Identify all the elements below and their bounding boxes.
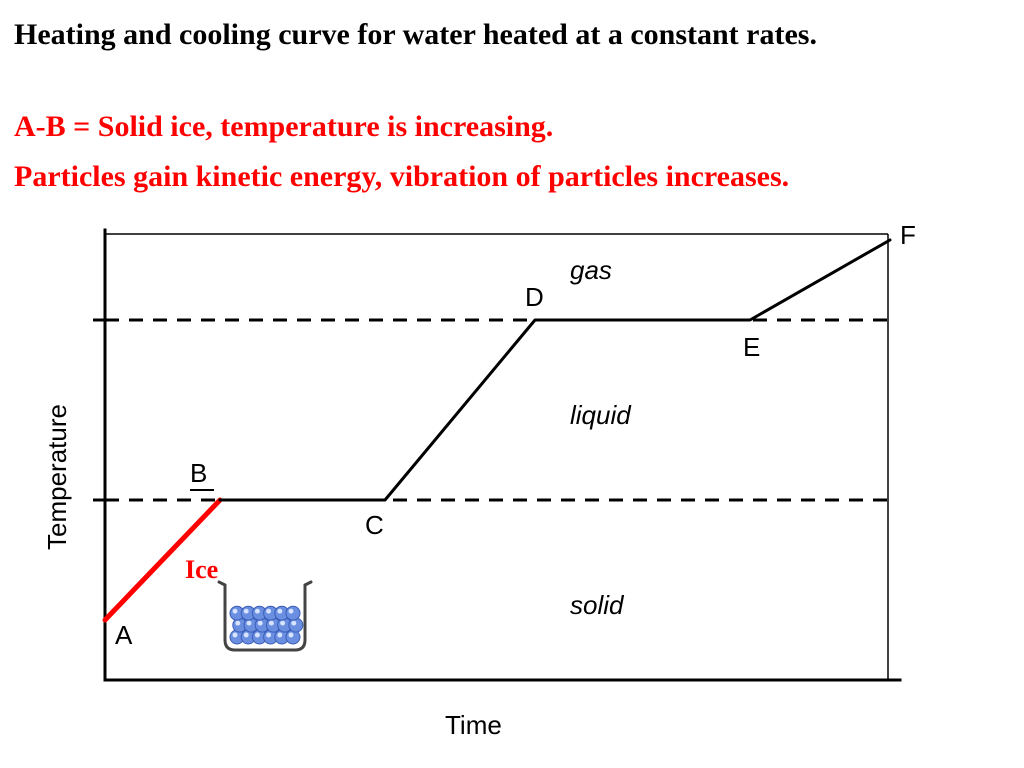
subtitle-line-2: Particles gain kinetic energy, vibration… [14,160,789,194]
page-title: Heating and cooling curve for water heat… [14,18,817,52]
page: Heating and cooling curve for water heat… [0,0,1024,768]
point-label-F: F [900,220,916,251]
phase-label-solid: solid [570,590,623,621]
point-label-C: C [365,510,384,541]
point-label-E: E [743,332,760,363]
x-axis-label: Time [445,710,502,741]
phase-label-liquid: liquid [570,400,631,431]
point-label-D: D [525,282,544,313]
point-label-A: A [115,620,132,651]
point-label-B: B [190,458,207,489]
ice-label: Ice [185,555,218,585]
y-axis-label: Temperature [42,404,73,550]
phase-label-gas: gas [570,255,612,286]
heating-curve-chart: Temperature Time A B C D E F gas liquid … [30,220,1000,750]
subtitle-line-1: A-B = Solid ice, temperature is increasi… [14,110,553,144]
chart-svg [30,220,1000,750]
